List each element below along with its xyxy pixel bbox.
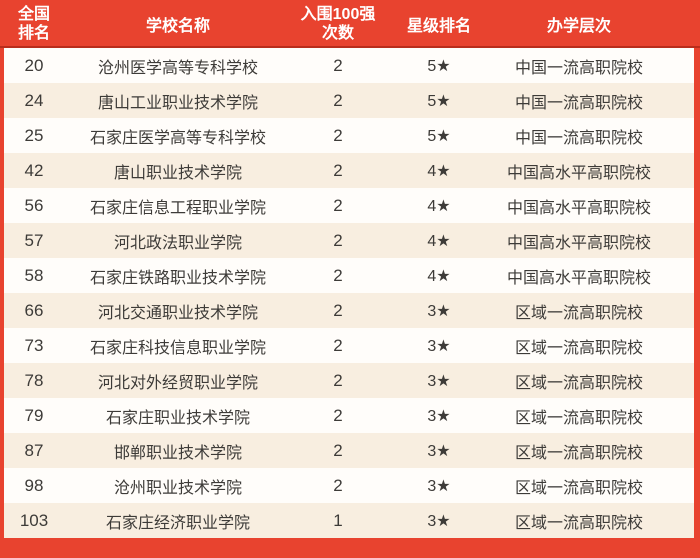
table-row: 79 石家庄职业技术学院 2 3★ 区域一流高职院校 (4, 398, 694, 433)
table-row: 56 石家庄信息工程职业学院 2 4★ 中国高水平高职院校 (4, 188, 694, 223)
cell-count: 2 (333, 440, 343, 460)
cell-level: 中国一流高职院校 (514, 94, 643, 112)
cell-name: 唐山职业技术学院 (113, 164, 242, 182)
cell-star: 3★ (427, 302, 451, 320)
cell-count: 2 (333, 55, 343, 75)
cell-rank: 103 (19, 510, 49, 530)
cell-star: 3★ (427, 407, 451, 425)
table-row: 78 河北对外经贸职业学院 2 3★ 区域一流高职院校 (4, 363, 694, 398)
cell-level: 区域一流高职院校 (514, 374, 643, 392)
cell-count: 2 (333, 265, 343, 285)
cell-level: 区域一流高职院校 (514, 339, 643, 357)
cell-rank: 25 (24, 125, 44, 145)
table-header-row: 全国 排名 学校名称 入围100强 次数 星级排名 办学层次 (0, 0, 700, 48)
column-header-count-line1: 入围100强 (300, 5, 376, 23)
table-row: 42 唐山职业技术学院 2 4★ 中国高水平高职院校 (4, 153, 694, 188)
cell-star: 5★ (427, 127, 451, 145)
cell-star: 5★ (427, 92, 451, 110)
cell-star: 3★ (427, 512, 451, 530)
cell-name: 邯郸职业技术学院 (113, 444, 242, 462)
cell-star: 4★ (427, 162, 451, 180)
table-row: 57 河北政法职业学院 2 4★ 中国高水平高职院校 (4, 223, 694, 258)
cell-count: 2 (333, 125, 343, 145)
cell-name: 石家庄经济职业学院 (105, 514, 250, 532)
cell-rank: 73 (24, 335, 44, 355)
cell-name: 沧州职业技术学院 (113, 479, 242, 497)
column-header-name: 学校名称 (145, 18, 210, 35)
cell-level: 中国高水平高职院校 (506, 234, 651, 252)
cell-star: 3★ (427, 442, 451, 460)
cell-rank: 78 (24, 370, 44, 390)
table-row: 73 石家庄科技信息职业学院 2 3★ 区域一流高职院校 (4, 328, 694, 363)
cell-rank: 24 (24, 90, 44, 110)
cell-name: 石家庄信息工程职业学院 (89, 199, 266, 217)
cell-rank: 57 (24, 230, 44, 250)
cell-rank: 79 (24, 405, 44, 425)
cell-rank: 87 (24, 440, 44, 460)
cell-rank: 42 (24, 160, 44, 180)
cell-name: 河北对外经贸职业学院 (97, 374, 258, 392)
table-row: 103 石家庄经济职业学院 1 3★ 区域一流高职院校 (4, 503, 694, 538)
table-body: 20 沧州医学高等专科学校 2 5★ 中国一流高职院校 24 唐山工业职业技术学院 2 5★ 中国… (4, 48, 694, 538)
cell-count: 2 (333, 195, 343, 215)
cell-rank: 56 (24, 195, 44, 215)
column-header-level: 办学层次 (546, 18, 611, 35)
column-header-count: 入围100强 次数 (292, 5, 384, 43)
cell-name: 石家庄科技信息职业学院 (89, 339, 266, 357)
cell-rank: 20 (24, 55, 44, 75)
table-row: 98 沧州职业技术学院 2 3★ 区域一流高职院校 (4, 468, 694, 503)
cell-name: 唐山工业职业技术学院 (97, 94, 258, 112)
cell-level: 中国一流高职院校 (514, 59, 643, 77)
table-row: 25 石家庄医学高等专科学校 2 5★ 中国一流高职院校 (4, 118, 694, 153)
cell-rank: 66 (24, 300, 44, 320)
cell-count: 2 (333, 370, 343, 390)
cell-name: 石家庄铁路职业技术学院 (89, 269, 266, 287)
column-header-count-line2: 次数 (321, 25, 354, 42)
cell-star: 3★ (427, 477, 451, 495)
cell-star: 3★ (427, 337, 451, 355)
cell-name: 沧州医学高等专科学校 (97, 59, 258, 77)
table-row: 58 石家庄铁路职业技术学院 2 4★ 中国高水平高职院校 (4, 258, 694, 293)
cell-rank: 58 (24, 265, 44, 285)
cell-level: 区域一流高职院校 (514, 514, 643, 532)
cell-count: 2 (333, 230, 343, 250)
cell-count: 1 (333, 510, 343, 530)
column-header-rank-line1: 全国 (17, 5, 50, 23)
cell-level: 区域一流高职院校 (514, 444, 643, 462)
table-row: 24 唐山工业职业技术学院 2 5★ 中国一流高职院校 (4, 83, 694, 118)
bottom-bar (0, 538, 700, 558)
cell-rank: 98 (24, 475, 44, 495)
cell-count: 2 (333, 90, 343, 110)
cell-name: 石家庄医学高等专科学校 (89, 129, 266, 147)
column-header-rank-line2: 排名 (17, 25, 50, 42)
cell-star: 3★ (427, 372, 451, 390)
cell-count: 2 (333, 160, 343, 180)
table-row: 20 沧州医学高等专科学校 2 5★ 中国一流高职院校 (4, 48, 694, 83)
cell-count: 2 (333, 475, 343, 495)
cell-name: 河北交通职业技术学院 (97, 304, 258, 322)
cell-level: 区域一流高职院校 (514, 304, 643, 322)
cell-star: 4★ (427, 267, 451, 285)
column-header-rank: 全国 排名 (4, 5, 64, 43)
column-header-star: 星级排名 (406, 18, 471, 35)
cell-star: 4★ (427, 197, 451, 215)
cell-level: 区域一流高职院校 (514, 479, 643, 497)
cell-star: 4★ (427, 232, 451, 250)
cell-name: 石家庄职业技术学院 (105, 409, 250, 427)
table-row: 87 邯郸职业技术学院 2 3★ 区域一流高职院校 (4, 433, 694, 468)
cell-count: 2 (333, 405, 343, 425)
cell-level: 中国一流高职院校 (514, 129, 643, 147)
cell-level: 中国高水平高职院校 (506, 199, 651, 217)
cell-level: 中国高水平高职院校 (506, 164, 651, 182)
cell-name: 河北政法职业学院 (113, 234, 242, 252)
table-row: 66 河北交通职业技术学院 2 3★ 区域一流高职院校 (4, 293, 694, 328)
cell-count: 2 (333, 300, 343, 320)
cell-count: 2 (333, 335, 343, 355)
cell-level: 中国高水平高职院校 (506, 269, 651, 287)
cell-level: 区域一流高职院校 (514, 409, 643, 427)
cell-star: 5★ (427, 57, 451, 75)
